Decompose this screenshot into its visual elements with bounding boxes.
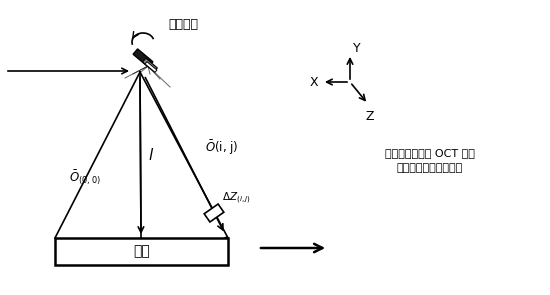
Text: 样本: 样本 [133, 245, 150, 258]
Text: 扫描机构: 扫描机构 [168, 19, 198, 32]
Text: Z: Z [366, 110, 374, 123]
Text: $l$: $l$ [148, 147, 154, 163]
Text: X: X [310, 76, 318, 89]
Text: $\bar{O}_{(0,0)}$: $\bar{O}_{(0,0)}$ [69, 168, 101, 187]
Text: $\Delta Z_{(i,j)}$: $\Delta Z_{(i,j)}$ [222, 190, 251, 206]
Polygon shape [142, 58, 157, 72]
Bar [55, 238, 228, 265]
Polygon shape [145, 62, 157, 72]
Text: $\bar{O}$(i, j): $\bar{O}$(i, j) [205, 139, 239, 157]
Polygon shape [204, 204, 224, 222]
Text: Y: Y [353, 42, 361, 55]
Text: 复原后，样本失真示意: 复原后，样本失真示意 [397, 163, 463, 173]
Text: 传统傅里叶变换 OCT 图像: 传统傅里叶变换 OCT 图像 [385, 148, 475, 158]
Polygon shape [133, 49, 153, 67]
